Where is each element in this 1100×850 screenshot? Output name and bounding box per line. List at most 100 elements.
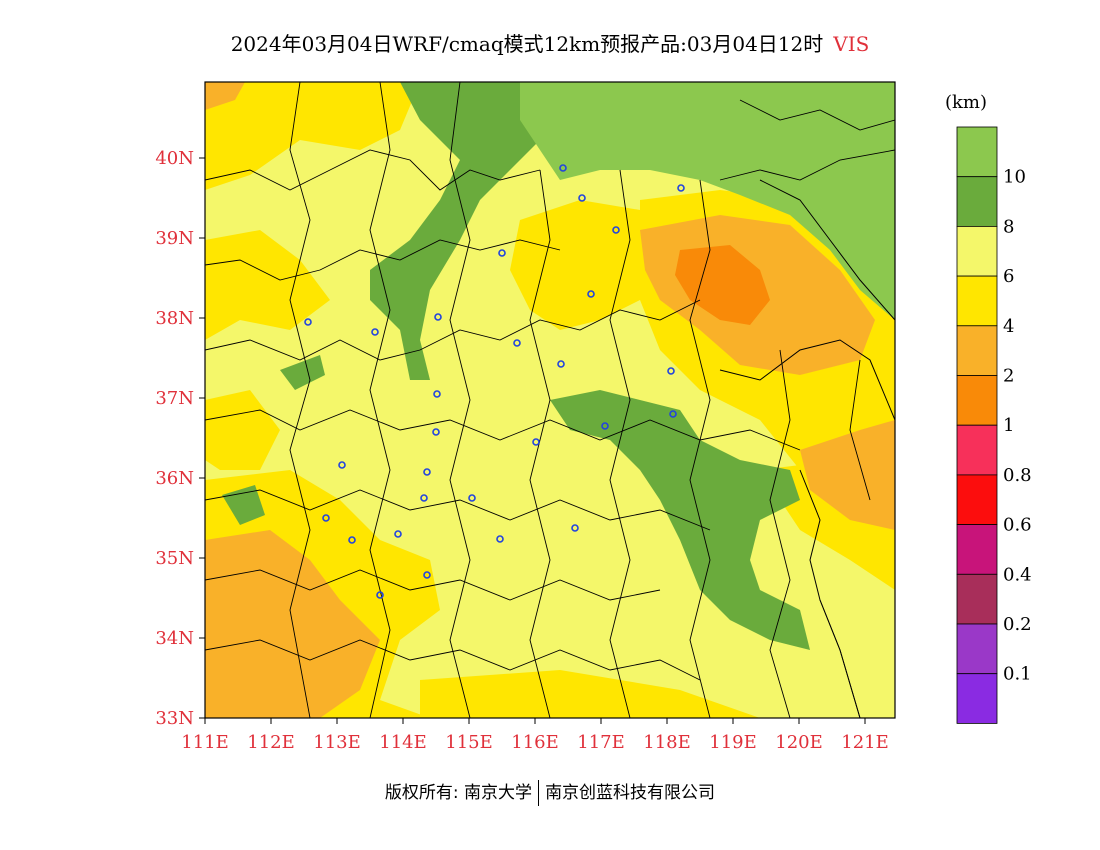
legend-swatch (956, 424, 998, 476)
copyright-footer: 版权所有: 南京大学 南京创蓝科技有限公司 (0, 778, 1100, 806)
coastline-shandong (719, 339, 895, 421)
city-marker (667, 367, 675, 375)
field-over-10km-northeast (520, 82, 895, 320)
legend-swatch (956, 573, 998, 625)
city-marker (498, 249, 506, 257)
lat-tick-label: 37N (155, 388, 194, 409)
legend-swatch (956, 673, 998, 724)
legend-label: 0.8 (1003, 465, 1032, 486)
city-marker (513, 339, 521, 347)
lat-tick-label: 35N (155, 548, 194, 569)
city-marker (468, 494, 476, 502)
city-marker (434, 313, 442, 321)
legend-label: 2 (1003, 366, 1014, 387)
legend-swatch (956, 176, 998, 227)
visibility-field (205, 82, 895, 718)
lat-tick-label: 39N (155, 228, 194, 249)
lon-tick-label: 120E (775, 732, 823, 753)
footer-right: 南京创蓝科技有限公司 (545, 783, 716, 803)
city-marker (338, 461, 346, 469)
title-variable: VIS (833, 32, 870, 56)
legend-label: 4 (1003, 316, 1014, 337)
coastline-jiangsu (799, 469, 861, 718)
lon-tick-label: 112E (247, 732, 295, 753)
legend-label: 0.1 (1003, 664, 1032, 685)
legend-swatch (956, 474, 998, 525)
lon-tick-label: 113E (313, 732, 361, 753)
city-marker (557, 360, 565, 368)
coastline-bohai (759, 179, 895, 321)
city-marker (423, 468, 431, 476)
city-marker (394, 530, 402, 538)
field-4-6km-west (205, 230, 330, 340)
field-8-10km-north-belt (370, 82, 560, 380)
city-marker (348, 536, 356, 544)
field-4-6km-south (420, 670, 760, 718)
footer-left: 版权所有: 南京大学 (384, 783, 533, 803)
field-4-6km-center-north (510, 200, 660, 330)
field-4-6km-nw (205, 82, 420, 190)
lon-tick-label: 111E (181, 732, 229, 753)
longitude-axis: 111E 112E 113E 114E 115E 116E 117E 118E 119E 120E… (181, 718, 889, 753)
city-marker (571, 524, 579, 532)
legend-swatch (956, 375, 998, 426)
city-marker (578, 194, 586, 202)
legend-label: 1 (1003, 415, 1014, 436)
legend-swatch (956, 126, 998, 178)
field-8-10km-southeast-belt (550, 390, 810, 650)
lat-tick-label: 34N (155, 628, 194, 649)
city-marker (432, 428, 440, 436)
city-marker (587, 290, 595, 298)
legend-swatch (956, 275, 998, 327)
field-4-6km-west2 (205, 390, 280, 470)
city-marker (322, 514, 330, 522)
legend-label: 8 (1003, 216, 1014, 237)
city-marker (376, 591, 384, 599)
legend-label: 0.6 (1003, 515, 1032, 536)
city-marker (532, 438, 540, 446)
lon-tick-label: 119E (709, 732, 757, 753)
title-main: 2024年03月04日WRF/cmaq模式12km预报产品:03月04日12时 (230, 32, 824, 56)
legend-label: 10 (1003, 167, 1026, 188)
legend-label: 6 (1003, 266, 1014, 287)
city-marker (433, 390, 441, 398)
latitude-axis: 33N 34N 35N 36N 37N 38N 39N 40N (155, 148, 205, 729)
lat-tick-label: 33N (155, 708, 194, 729)
legend-swatch (956, 325, 998, 376)
footer-separator (538, 780, 540, 806)
legend-label: 0.2 (1003, 614, 1032, 635)
legend-swatch (956, 225, 998, 277)
city-marker (423, 571, 431, 579)
lat-tick-label: 40N (155, 148, 194, 169)
lat-tick-label: 38N (155, 308, 194, 329)
legend-unit: (km) (945, 92, 987, 113)
legend-label: 0.4 (1003, 564, 1032, 585)
city-marker (677, 184, 685, 192)
city-markers (304, 164, 685, 599)
lat-tick-label: 36N (155, 468, 194, 489)
visibility-legend: (km) 10 8 6 4 2 1 0.8 0.6 0.4 0.2 0.1 (945, 92, 1032, 724)
lon-tick-label: 117E (577, 732, 625, 753)
field-2-4km-corner (205, 82, 245, 110)
lon-tick-label: 114E (379, 732, 427, 753)
city-marker (612, 226, 620, 234)
lon-tick-label: 115E (445, 732, 493, 753)
city-marker (496, 535, 504, 543)
field-2-4km-shandong-coast (800, 420, 895, 530)
lon-tick-label: 116E (511, 732, 559, 753)
city-marker (601, 422, 609, 430)
city-marker (669, 410, 677, 418)
city-marker (304, 318, 312, 326)
field-1-2km-bohai (675, 245, 770, 325)
city-marker (559, 164, 567, 172)
legend-swatch (956, 623, 998, 675)
lon-tick-label: 121E (841, 732, 889, 753)
city-marker (420, 494, 428, 502)
lon-tick-label: 118E (643, 732, 691, 753)
field-8-10km-patch-west (280, 355, 325, 390)
legend-swatch (956, 524, 998, 575)
map-title: 2024年03月04日WRF/cmaq模式12km预报产品:03月04日12时 V… (0, 28, 1100, 57)
city-marker (371, 328, 379, 336)
plot-frame (204, 81, 896, 719)
